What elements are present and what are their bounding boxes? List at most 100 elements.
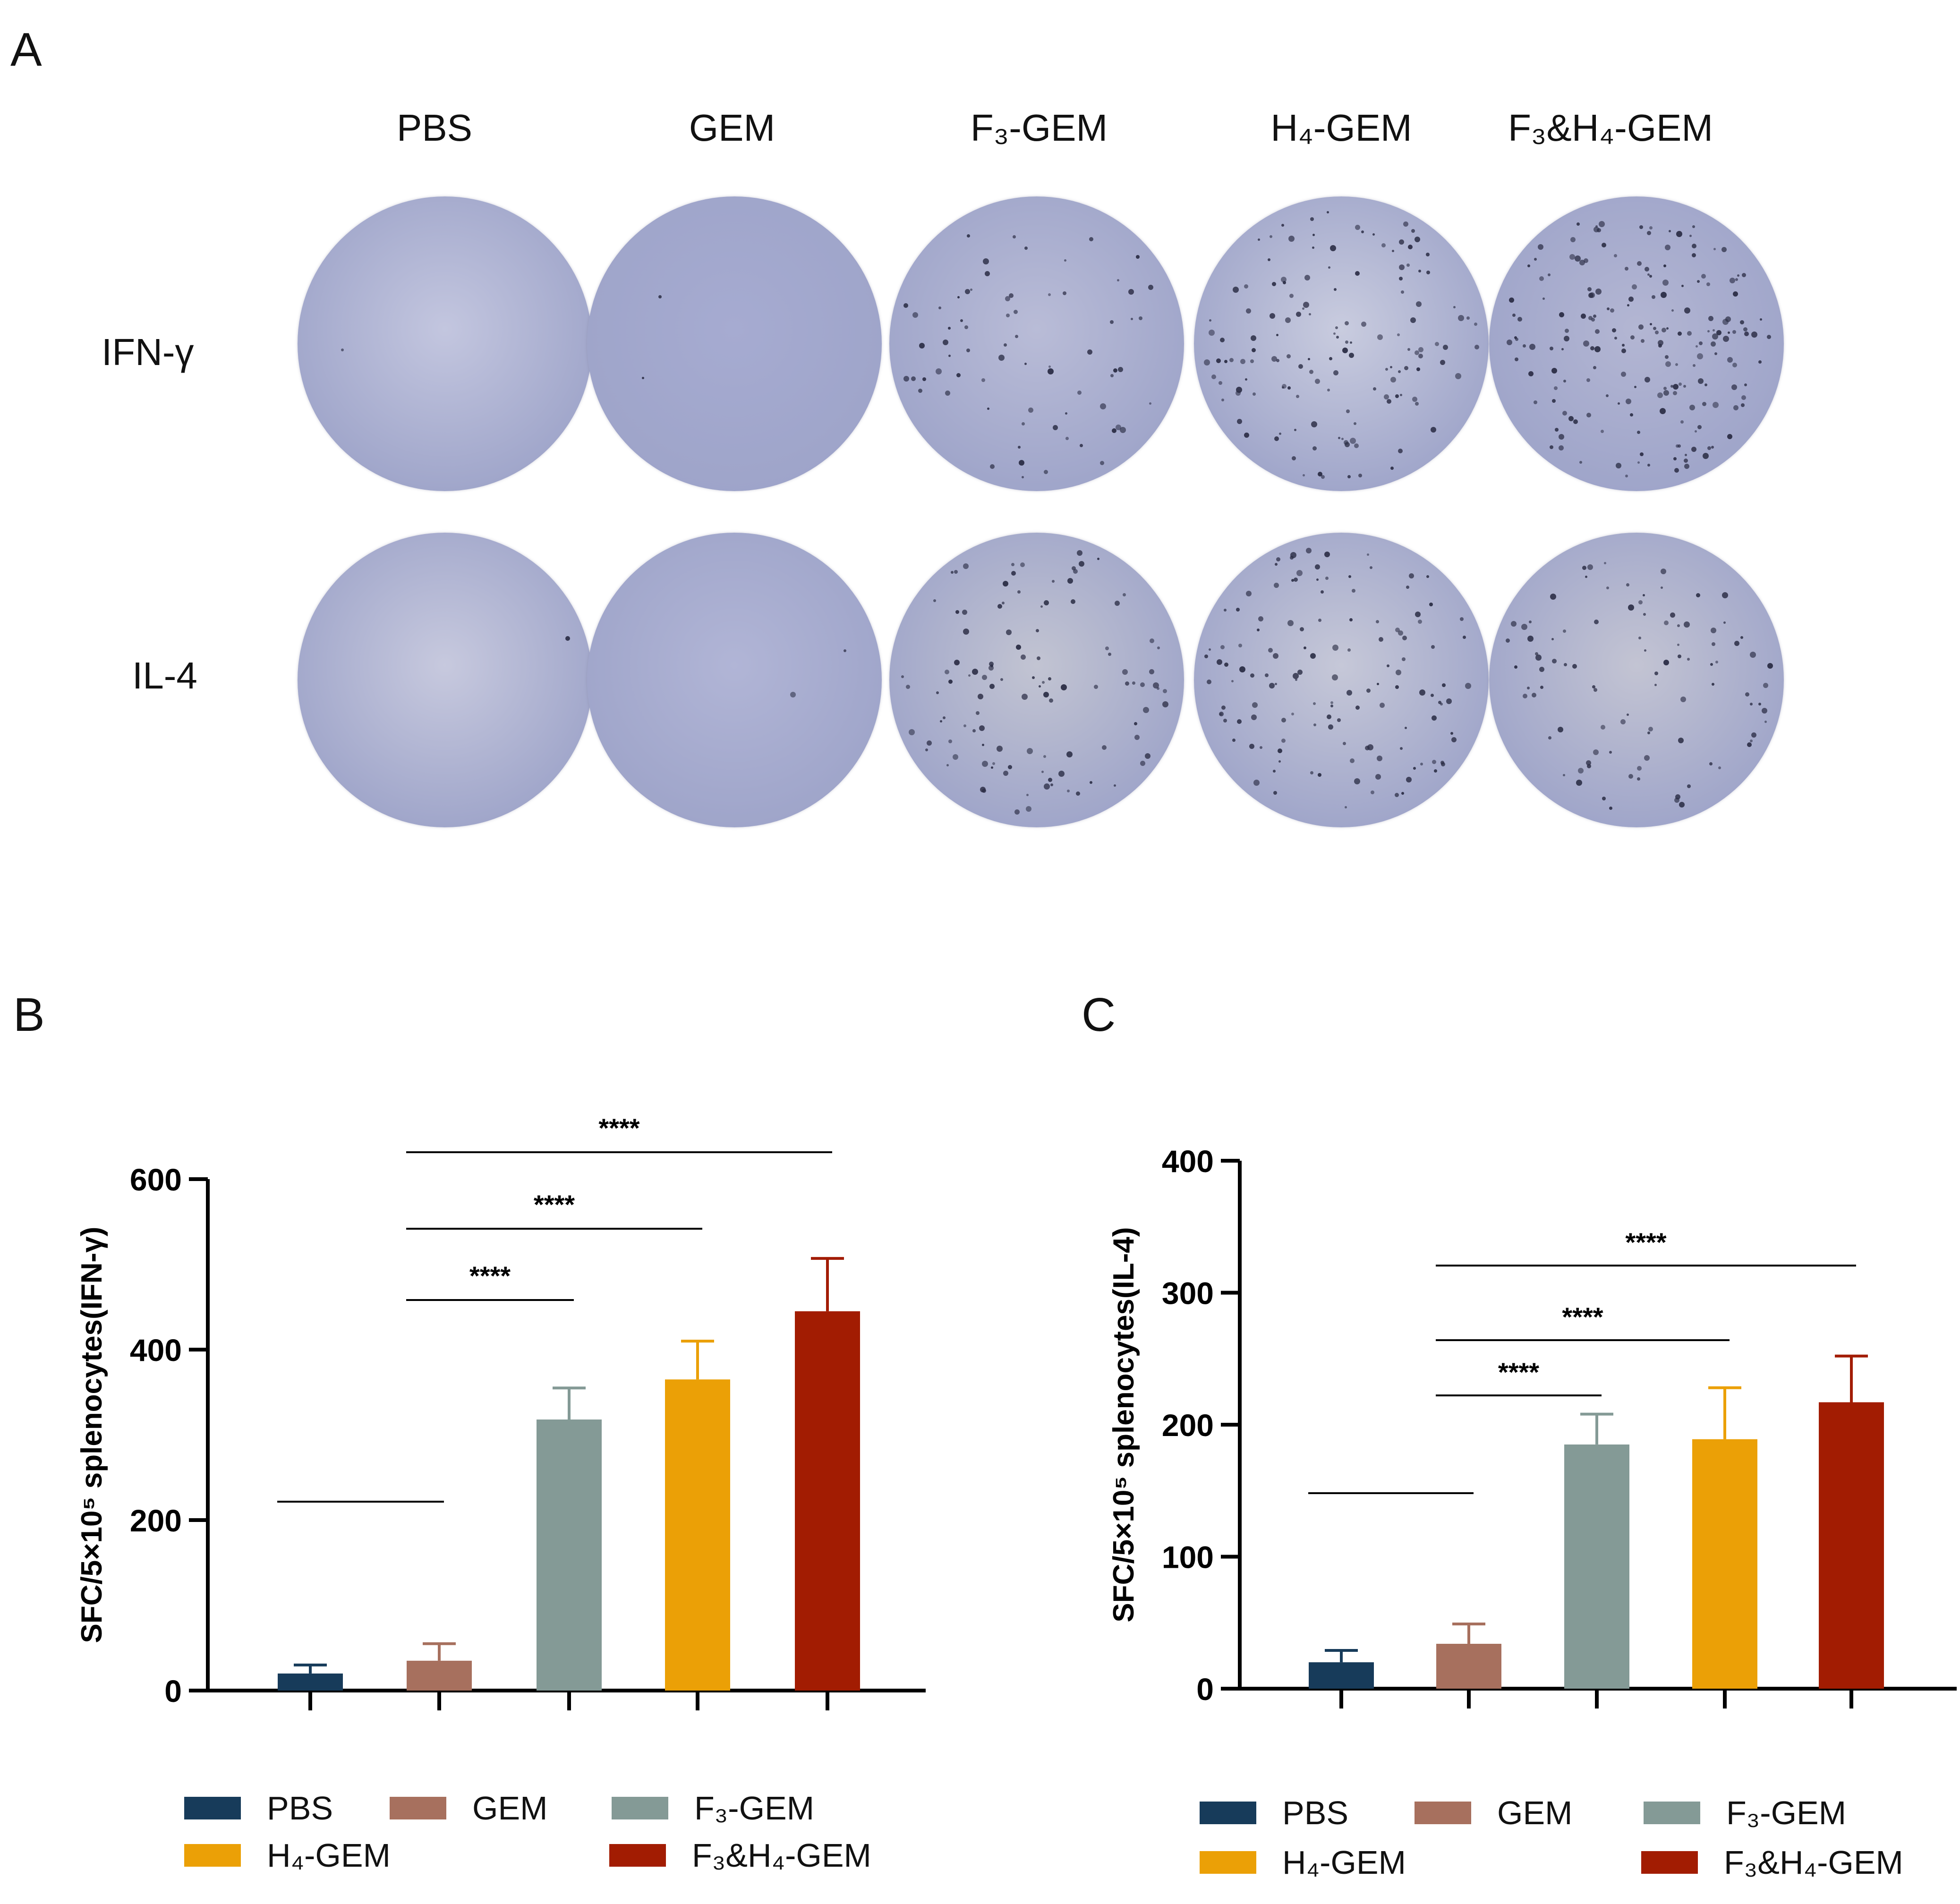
spot bbox=[1585, 760, 1591, 765]
spot bbox=[1018, 445, 1021, 449]
spot bbox=[1276, 557, 1281, 561]
spot bbox=[1361, 322, 1367, 327]
spot bbox=[1554, 427, 1559, 432]
spot bbox=[1643, 613, 1646, 616]
spot bbox=[1715, 660, 1718, 663]
spot bbox=[1606, 586, 1609, 589]
spot bbox=[1681, 285, 1684, 288]
spot bbox=[1358, 474, 1362, 478]
spot bbox=[1441, 683, 1446, 688]
spot bbox=[1432, 759, 1436, 764]
spot bbox=[1591, 318, 1595, 322]
y-tick-label: 400 bbox=[130, 1333, 182, 1368]
bar-f3-h4-gem bbox=[795, 1311, 860, 1691]
spot bbox=[1309, 370, 1313, 374]
spot bbox=[1287, 386, 1291, 390]
spot bbox=[1749, 740, 1753, 743]
spot bbox=[1744, 383, 1747, 386]
spot bbox=[1002, 580, 1008, 586]
spot bbox=[1570, 237, 1576, 243]
spot bbox=[1413, 767, 1416, 770]
spot bbox=[1446, 698, 1452, 704]
spot bbox=[1625, 266, 1629, 271]
spot bbox=[1576, 222, 1580, 226]
spot bbox=[963, 563, 969, 569]
spot bbox=[1558, 445, 1564, 450]
spot bbox=[1206, 679, 1211, 684]
spot bbox=[1763, 683, 1768, 688]
spot bbox=[1684, 307, 1691, 314]
spot bbox=[1087, 349, 1093, 355]
spot bbox=[1707, 330, 1710, 332]
bar-f3-gem bbox=[537, 1420, 602, 1691]
spot bbox=[1148, 285, 1153, 290]
spot bbox=[1637, 461, 1640, 464]
spot bbox=[1278, 748, 1283, 753]
spot bbox=[1429, 602, 1433, 606]
spot bbox=[1043, 755, 1046, 758]
spot bbox=[1649, 323, 1652, 326]
spot bbox=[1250, 335, 1256, 341]
legend-swatch bbox=[390, 1797, 446, 1819]
spot bbox=[911, 376, 916, 381]
spot bbox=[1731, 384, 1738, 390]
spot bbox=[1426, 271, 1430, 275]
spot bbox=[1666, 327, 1669, 330]
spot bbox=[1732, 291, 1738, 297]
spot bbox=[1223, 719, 1227, 723]
spot bbox=[1116, 279, 1119, 281]
spot bbox=[1354, 778, 1360, 785]
spot bbox=[1235, 391, 1241, 396]
spot bbox=[1674, 468, 1679, 473]
spot bbox=[1599, 221, 1605, 227]
spot bbox=[1132, 681, 1136, 685]
spot bbox=[1348, 575, 1351, 578]
spot bbox=[981, 674, 987, 680]
spot bbox=[1102, 745, 1107, 750]
spot bbox=[1692, 364, 1696, 367]
significance-label: **** bbox=[1498, 1357, 1539, 1387]
spot bbox=[1563, 335, 1569, 341]
spot bbox=[1691, 243, 1696, 248]
spot bbox=[1361, 230, 1364, 233]
spot bbox=[1204, 359, 1210, 366]
spot bbox=[1349, 352, 1355, 358]
legend-label: GEM bbox=[1497, 1794, 1572, 1831]
spot bbox=[1041, 771, 1044, 774]
spot bbox=[1303, 646, 1306, 650]
spot bbox=[1043, 600, 1049, 606]
legend-swatch bbox=[1415, 1802, 1471, 1824]
spot bbox=[1252, 702, 1258, 708]
spot bbox=[1758, 360, 1762, 364]
y-axis-label: SFC/5×10⁵ splenocytes(IL-4) bbox=[1108, 1227, 1140, 1622]
spot bbox=[1390, 377, 1396, 383]
spot bbox=[1333, 332, 1336, 335]
spot bbox=[1049, 698, 1054, 703]
spot bbox=[1156, 687, 1159, 690]
chart-panel-b: 0 200 400 600 SFC/5×10⁵ splenocytes(IFN-γ) **… bbox=[76, 1113, 926, 1874]
spot bbox=[1506, 340, 1512, 346]
spot bbox=[1703, 452, 1709, 459]
spot bbox=[1076, 791, 1081, 796]
spot bbox=[1399, 393, 1402, 396]
spot bbox=[989, 683, 995, 689]
spot bbox=[1231, 680, 1234, 682]
spot bbox=[1674, 797, 1679, 803]
spot bbox=[1412, 397, 1418, 402]
spot bbox=[1395, 394, 1399, 398]
spot bbox=[1575, 255, 1581, 262]
spot bbox=[1539, 666, 1544, 672]
spot bbox=[1716, 330, 1721, 336]
spot bbox=[1048, 366, 1051, 368]
spot bbox=[1252, 392, 1256, 396]
spot bbox=[1602, 243, 1606, 248]
spot bbox=[1006, 314, 1010, 318]
spot bbox=[1302, 474, 1305, 477]
spot bbox=[1224, 663, 1229, 667]
spot bbox=[1593, 688, 1597, 692]
spot bbox=[1224, 608, 1227, 612]
spot bbox=[1269, 313, 1275, 319]
spot bbox=[1562, 410, 1568, 416]
spot bbox=[1286, 354, 1291, 359]
spot bbox=[1345, 442, 1350, 447]
